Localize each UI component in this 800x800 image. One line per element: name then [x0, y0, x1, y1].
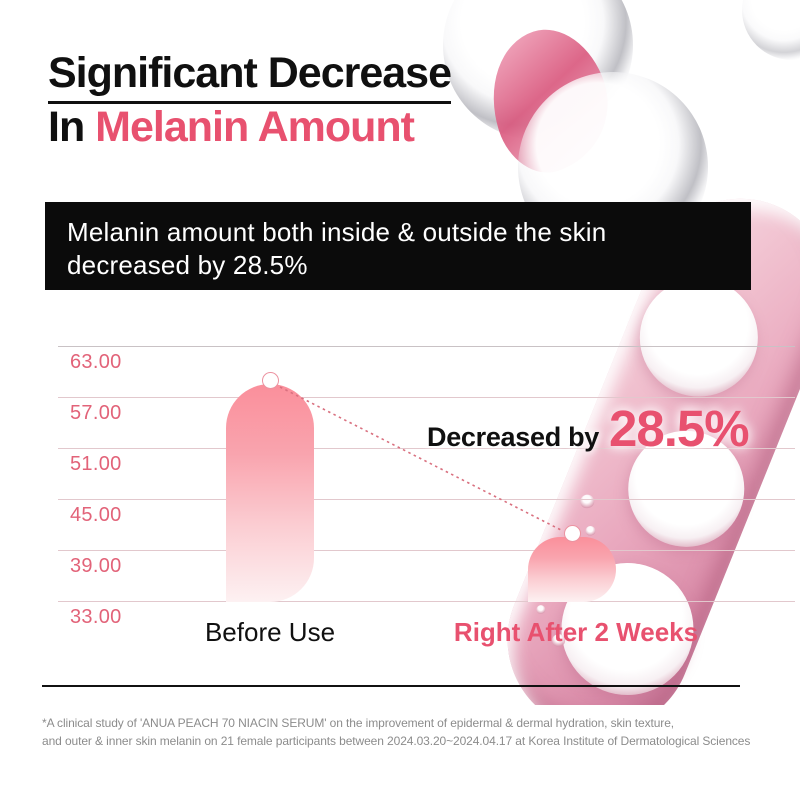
annotation-prefix: Decreased by [427, 422, 600, 452]
data-point-marker [563, 524, 581, 542]
title-prefix: In [48, 103, 96, 151]
page-title-line2: In Melanin Amount [48, 103, 415, 151]
grid-line [58, 397, 795, 398]
y-axis-label: 63.00 [70, 351, 122, 373]
y-axis-label: 33.00 [70, 606, 122, 628]
y-axis-label: 51.00 [70, 453, 122, 475]
annotation-percent: 28.5% [609, 400, 750, 457]
page-title-line1: Significant Decrease [48, 50, 452, 105]
grid-line [58, 346, 795, 347]
micro-bubble-icon [583, 524, 597, 538]
micro-bubble-icon [578, 492, 597, 511]
title-highlight: Melanin Amount [95, 103, 415, 151]
grid-line [58, 550, 795, 551]
claim-banner: Melanin amount both inside & outside the… [45, 202, 751, 290]
bar-before-use [226, 384, 314, 602]
y-axis-label: 57.00 [70, 402, 122, 424]
grid-line [58, 601, 795, 602]
category-label-before: Before Use [204, 617, 336, 647]
decrease-annotation: Decreased by 28.5% [427, 399, 750, 458]
micro-bubble-icon [535, 603, 547, 616]
claim-line2: decreased by 28.5% [67, 250, 308, 280]
y-axis-label: 45.00 [70, 504, 122, 526]
category-label-after: Right After 2 Weeks [453, 617, 699, 647]
glass-bubble-icon [742, 0, 800, 60]
footnote-line2: and outer & inner skin melanin on 21 fem… [42, 734, 751, 748]
y-axis-label: 39.00 [70, 555, 122, 577]
footnote-line1: *A clinical study of 'ANUA PEACH 70 NIAC… [42, 716, 675, 730]
title-underlined-text: Significant Decrease [48, 50, 452, 105]
study-footnote: *A clinical study of 'ANUA PEACH 70 NIAC… [42, 714, 750, 750]
data-point-marker [261, 371, 279, 389]
footnote-divider [42, 685, 740, 687]
bar-after-2-weeks [528, 537, 616, 602]
grid-line [58, 499, 795, 500]
claim-line1: Melanin amount both inside & outside the… [67, 217, 607, 247]
